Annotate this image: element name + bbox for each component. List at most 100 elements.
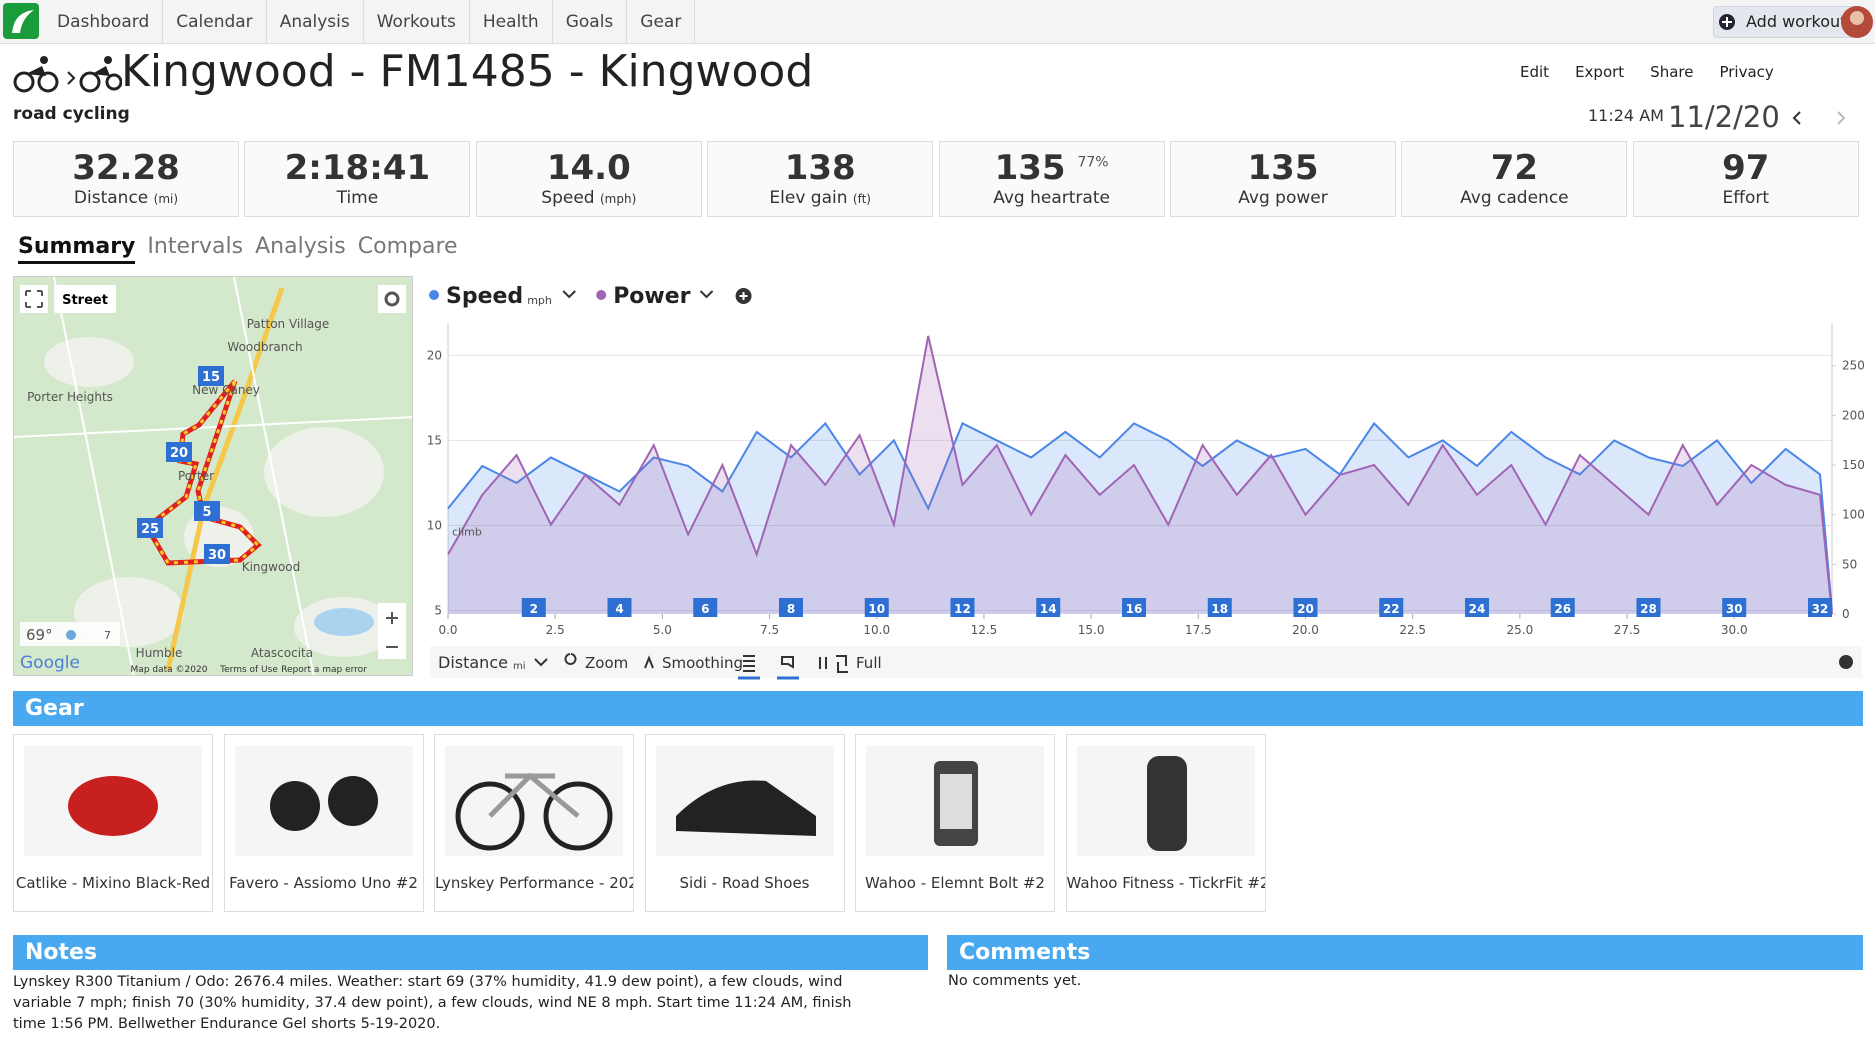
- x-tick-label: 30.0: [1721, 623, 1748, 637]
- stat-name: Avg power: [1238, 188, 1328, 208]
- chart-controls: [430, 646, 1862, 678]
- action-button[interactable]: Edit: [1520, 63, 1550, 81]
- gear-card[interactable]: Favero - Assiomo Uno #2: [223, 734, 424, 912]
- avatar[interactable]: [1840, 4, 1874, 40]
- legend-dot: [596, 290, 607, 300]
- chart-control[interactable]: Full: [856, 654, 882, 672]
- stat-number: 135: [1247, 148, 1319, 188]
- stat-number: 14.0: [546, 148, 631, 188]
- series-area: [448, 423, 1832, 614]
- fullscreen-button[interactable]: [20, 285, 48, 313]
- gear-card[interactable]: Wahoo Fitness - TickrFit #2: [1065, 734, 1266, 912]
- route-dash: [145, 380, 261, 565]
- tab[interactable]: Analysis: [255, 234, 346, 259]
- nav-item[interactable]: Workouts: [364, 0, 470, 44]
- gear-card[interactable]: Catlike - Mixino Black-Red: [13, 734, 213, 912]
- mile-marker-box: [204, 544, 230, 564]
- mile-marker-box: [1036, 598, 1061, 617]
- mile-marker: 25: [141, 522, 159, 537]
- x-tick-label: 0.0: [438, 623, 457, 637]
- gear-illustration: [934, 761, 978, 846]
- tab[interactable]: Summary: [18, 234, 136, 264]
- chart-control[interactable]: Smoothing: [662, 654, 743, 672]
- map-area: [264, 427, 384, 517]
- stat-number: 135: [994, 148, 1066, 188]
- stat-box: 138 Elev gain (ft): [707, 141, 934, 217]
- stat-name: Elev gain: [769, 188, 848, 208]
- stat-label: Time: [245, 188, 469, 208]
- y-tick-label: 20: [427, 348, 442, 362]
- place-label: Porter: [178, 469, 214, 483]
- road: [14, 277, 412, 675]
- mile-marker-box: [1722, 598, 1747, 617]
- stat-label: Elev gain (ft): [708, 188, 932, 208]
- actions: Edit Export Share Privacy: [1520, 63, 1774, 81]
- nav-item[interactable]: Dashboard: [44, 0, 164, 44]
- mile-marker-box: [1636, 598, 1661, 617]
- activity-title: Kingwood - FM1485 - Kingwood: [121, 46, 814, 97]
- nav-item[interactable]: Health: [470, 0, 553, 44]
- stat-box: 135 Avg power: [1170, 141, 1396, 217]
- mile-marker-box: [521, 598, 546, 617]
- stat-unit: (ft): [852, 192, 871, 206]
- gear-name: Wahoo Fitness - TickrFit #2: [1066, 874, 1265, 892]
- settings-button[interactable]: [378, 285, 406, 313]
- gear-illustration: [455, 772, 613, 851]
- nav-item[interactable]: Goals: [553, 0, 628, 44]
- x-tick-label: 12.5: [971, 623, 998, 637]
- legend-label[interactable]: Speed: [446, 284, 523, 309]
- mile-marker: 12: [954, 602, 971, 616]
- place-label: Humble: [136, 646, 183, 660]
- date-nav[interactable]: [1786, 106, 1856, 130]
- gear-card[interactable]: Sidi - Road Shoes: [644, 734, 845, 912]
- gear-card[interactable]: Wahoo - Elemnt Bolt #2: [855, 734, 1055, 912]
- annotation: climb: [452, 526, 482, 539]
- mile-marker: 2: [530, 602, 538, 616]
- action-button[interactable]: Privacy: [1719, 63, 1774, 81]
- mile-marker: 24: [1469, 602, 1486, 616]
- plus: [739, 292, 748, 300]
- map-footer: Map data ©2020: [131, 665, 208, 675]
- stat-label: Avg cadence: [1402, 188, 1626, 208]
- action-button[interactable]: Share: [1650, 63, 1694, 81]
- y-tick-label: 10: [427, 519, 442, 533]
- logo[interactable]: [0, 0, 44, 44]
- mile-marker-box: [1807, 598, 1832, 617]
- legend-label[interactable]: Power: [613, 284, 690, 309]
- x-axis-unit: mi: [513, 661, 526, 672]
- y2-tick-label: 250: [1842, 359, 1865, 373]
- nav-item[interactable]: Gear: [627, 0, 696, 44]
- mile-marker-box: [198, 366, 224, 386]
- gear-illustration: [675, 780, 816, 836]
- tab[interactable]: Compare: [357, 234, 458, 259]
- nav-item[interactable]: Calendar: [163, 0, 267, 44]
- mile-marker: 30: [1726, 602, 1743, 616]
- gear-name: Lynskey Performance - 202: [435, 874, 633, 892]
- mile-marker: 4: [615, 602, 623, 616]
- series-line: [447, 335, 1833, 615]
- mile-marker: 32: [1812, 602, 1829, 616]
- gear-card[interactable]: Lynskey Performance - 202: [434, 734, 634, 912]
- mile-marker: 16: [1126, 602, 1143, 616]
- comments-text: No comments yet.: [948, 973, 1082, 989]
- mile-marker-box: [1379, 598, 1404, 617]
- action-button[interactable]: Export: [1575, 63, 1625, 81]
- stat-value: 138: [708, 148, 932, 188]
- zoom-control[interactable]: [378, 603, 406, 659]
- chart-control[interactable]: Zoom: [585, 654, 628, 672]
- tab[interactable]: Intervals: [147, 234, 244, 259]
- map-mode-button[interactable]: [54, 285, 116, 313]
- nav-item[interactable]: Analysis: [267, 0, 364, 44]
- x-tick-label: 22.5: [1399, 623, 1426, 637]
- gear-illustration: [68, 776, 158, 836]
- map[interactable]: Patton Village Woodbranch New Caney Porter …: [13, 276, 413, 676]
- stat-box: 32.28 Distance (mi): [13, 141, 239, 217]
- mile-marker: 26: [1554, 602, 1571, 616]
- x-axis-label[interactable]: Distance: [438, 653, 508, 672]
- gear-name: Sidi - Road Shoes: [679, 874, 810, 892]
- stat-value: 72: [1402, 148, 1626, 188]
- control-icons: [564, 653, 848, 673]
- close-chart[interactable]: [1839, 655, 1853, 669]
